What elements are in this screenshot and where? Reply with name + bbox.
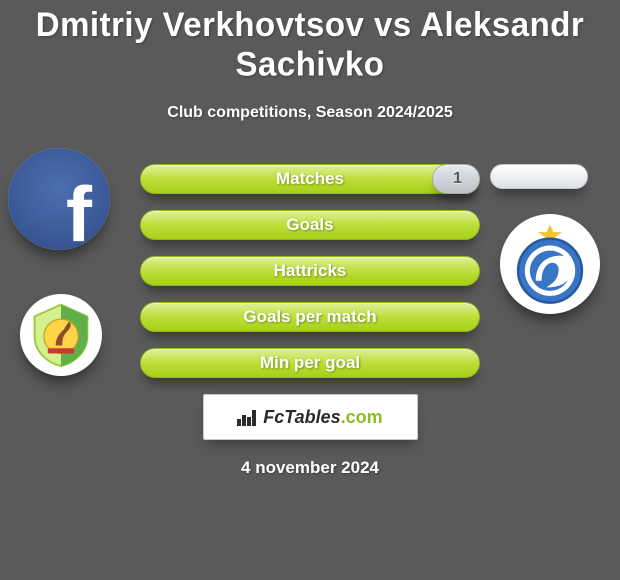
date-text: 4 november 2024	[0, 458, 620, 478]
stat-value-right: 1	[453, 164, 462, 194]
page-title: Dmitriy Verkhovtsov vs Aleksandr Sachivk…	[0, 0, 620, 84]
stat-row-goals: Goals	[140, 210, 480, 240]
club-left-crest-icon	[28, 302, 94, 368]
subtitle: Club competitions, Season 2024/2025	[0, 104, 620, 122]
stat-label: Matches	[140, 164, 480, 194]
stat-row-min-per-goal: Min per goal	[140, 348, 480, 378]
club-left-badge	[20, 294, 102, 376]
stat-row-matches: Matches 1	[140, 164, 480, 194]
club-right-badge	[500, 214, 600, 314]
stat-label: Hattricks	[140, 256, 480, 286]
brand-suffix: .com	[341, 407, 383, 427]
club-right-crest-icon	[508, 222, 592, 306]
brand-box[interactable]: FcTables.com	[203, 394, 418, 440]
stats-list: Matches 1 Goals Hattricks Goals per matc…	[140, 164, 480, 378]
player-right-pill	[490, 164, 588, 189]
stat-label: Goals	[140, 210, 480, 240]
brand-text: FcTables.com	[263, 407, 382, 428]
stat-row-hattricks: Hattricks	[140, 256, 480, 286]
stat-label: Goals per match	[140, 302, 480, 332]
player-left-avatar	[8, 148, 110, 250]
comparison-panel: Matches 1 Goals Hattricks Goals per matc…	[0, 164, 620, 478]
bar-chart-icon	[237, 408, 257, 426]
facebook-icon	[8, 148, 110, 250]
brand-name: FcTables	[263, 407, 340, 427]
stat-row-goals-per-match: Goals per match	[140, 302, 480, 332]
stat-label: Min per goal	[140, 348, 480, 378]
